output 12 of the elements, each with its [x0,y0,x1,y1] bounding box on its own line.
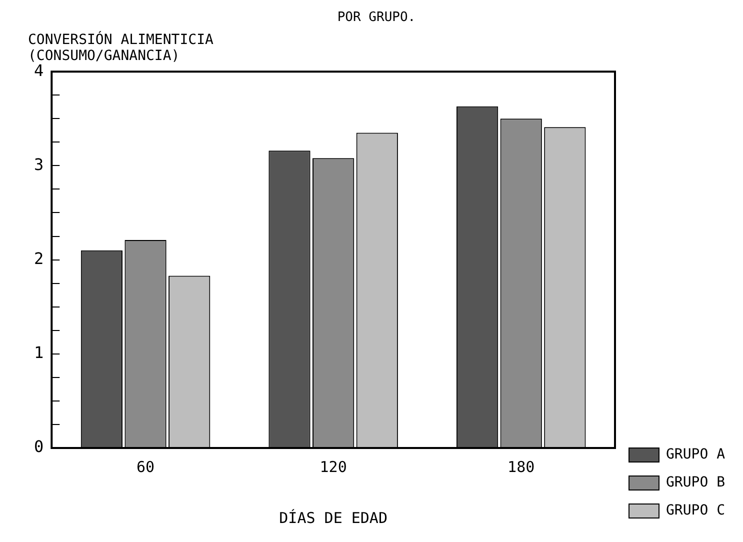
y-tick-label: 3 [34,154,44,174]
legend-label: GRUPO A [666,446,726,463]
y-tick-label: 2 [34,248,44,268]
x-tick-label: 180 [508,458,535,476]
legend-label: GRUPO B [666,474,726,491]
x-axis-title: DÍAS DE EDAD [279,508,388,527]
y-tick-label: 0 [34,437,44,456]
chart-title: POR GRUPO. [337,10,416,26]
legend-label: GRUPO C [666,502,726,519]
y-tick-label: 1 [34,343,44,362]
x-tick-label: 120 [320,458,347,476]
x-tick-label: 60 [136,458,155,476]
